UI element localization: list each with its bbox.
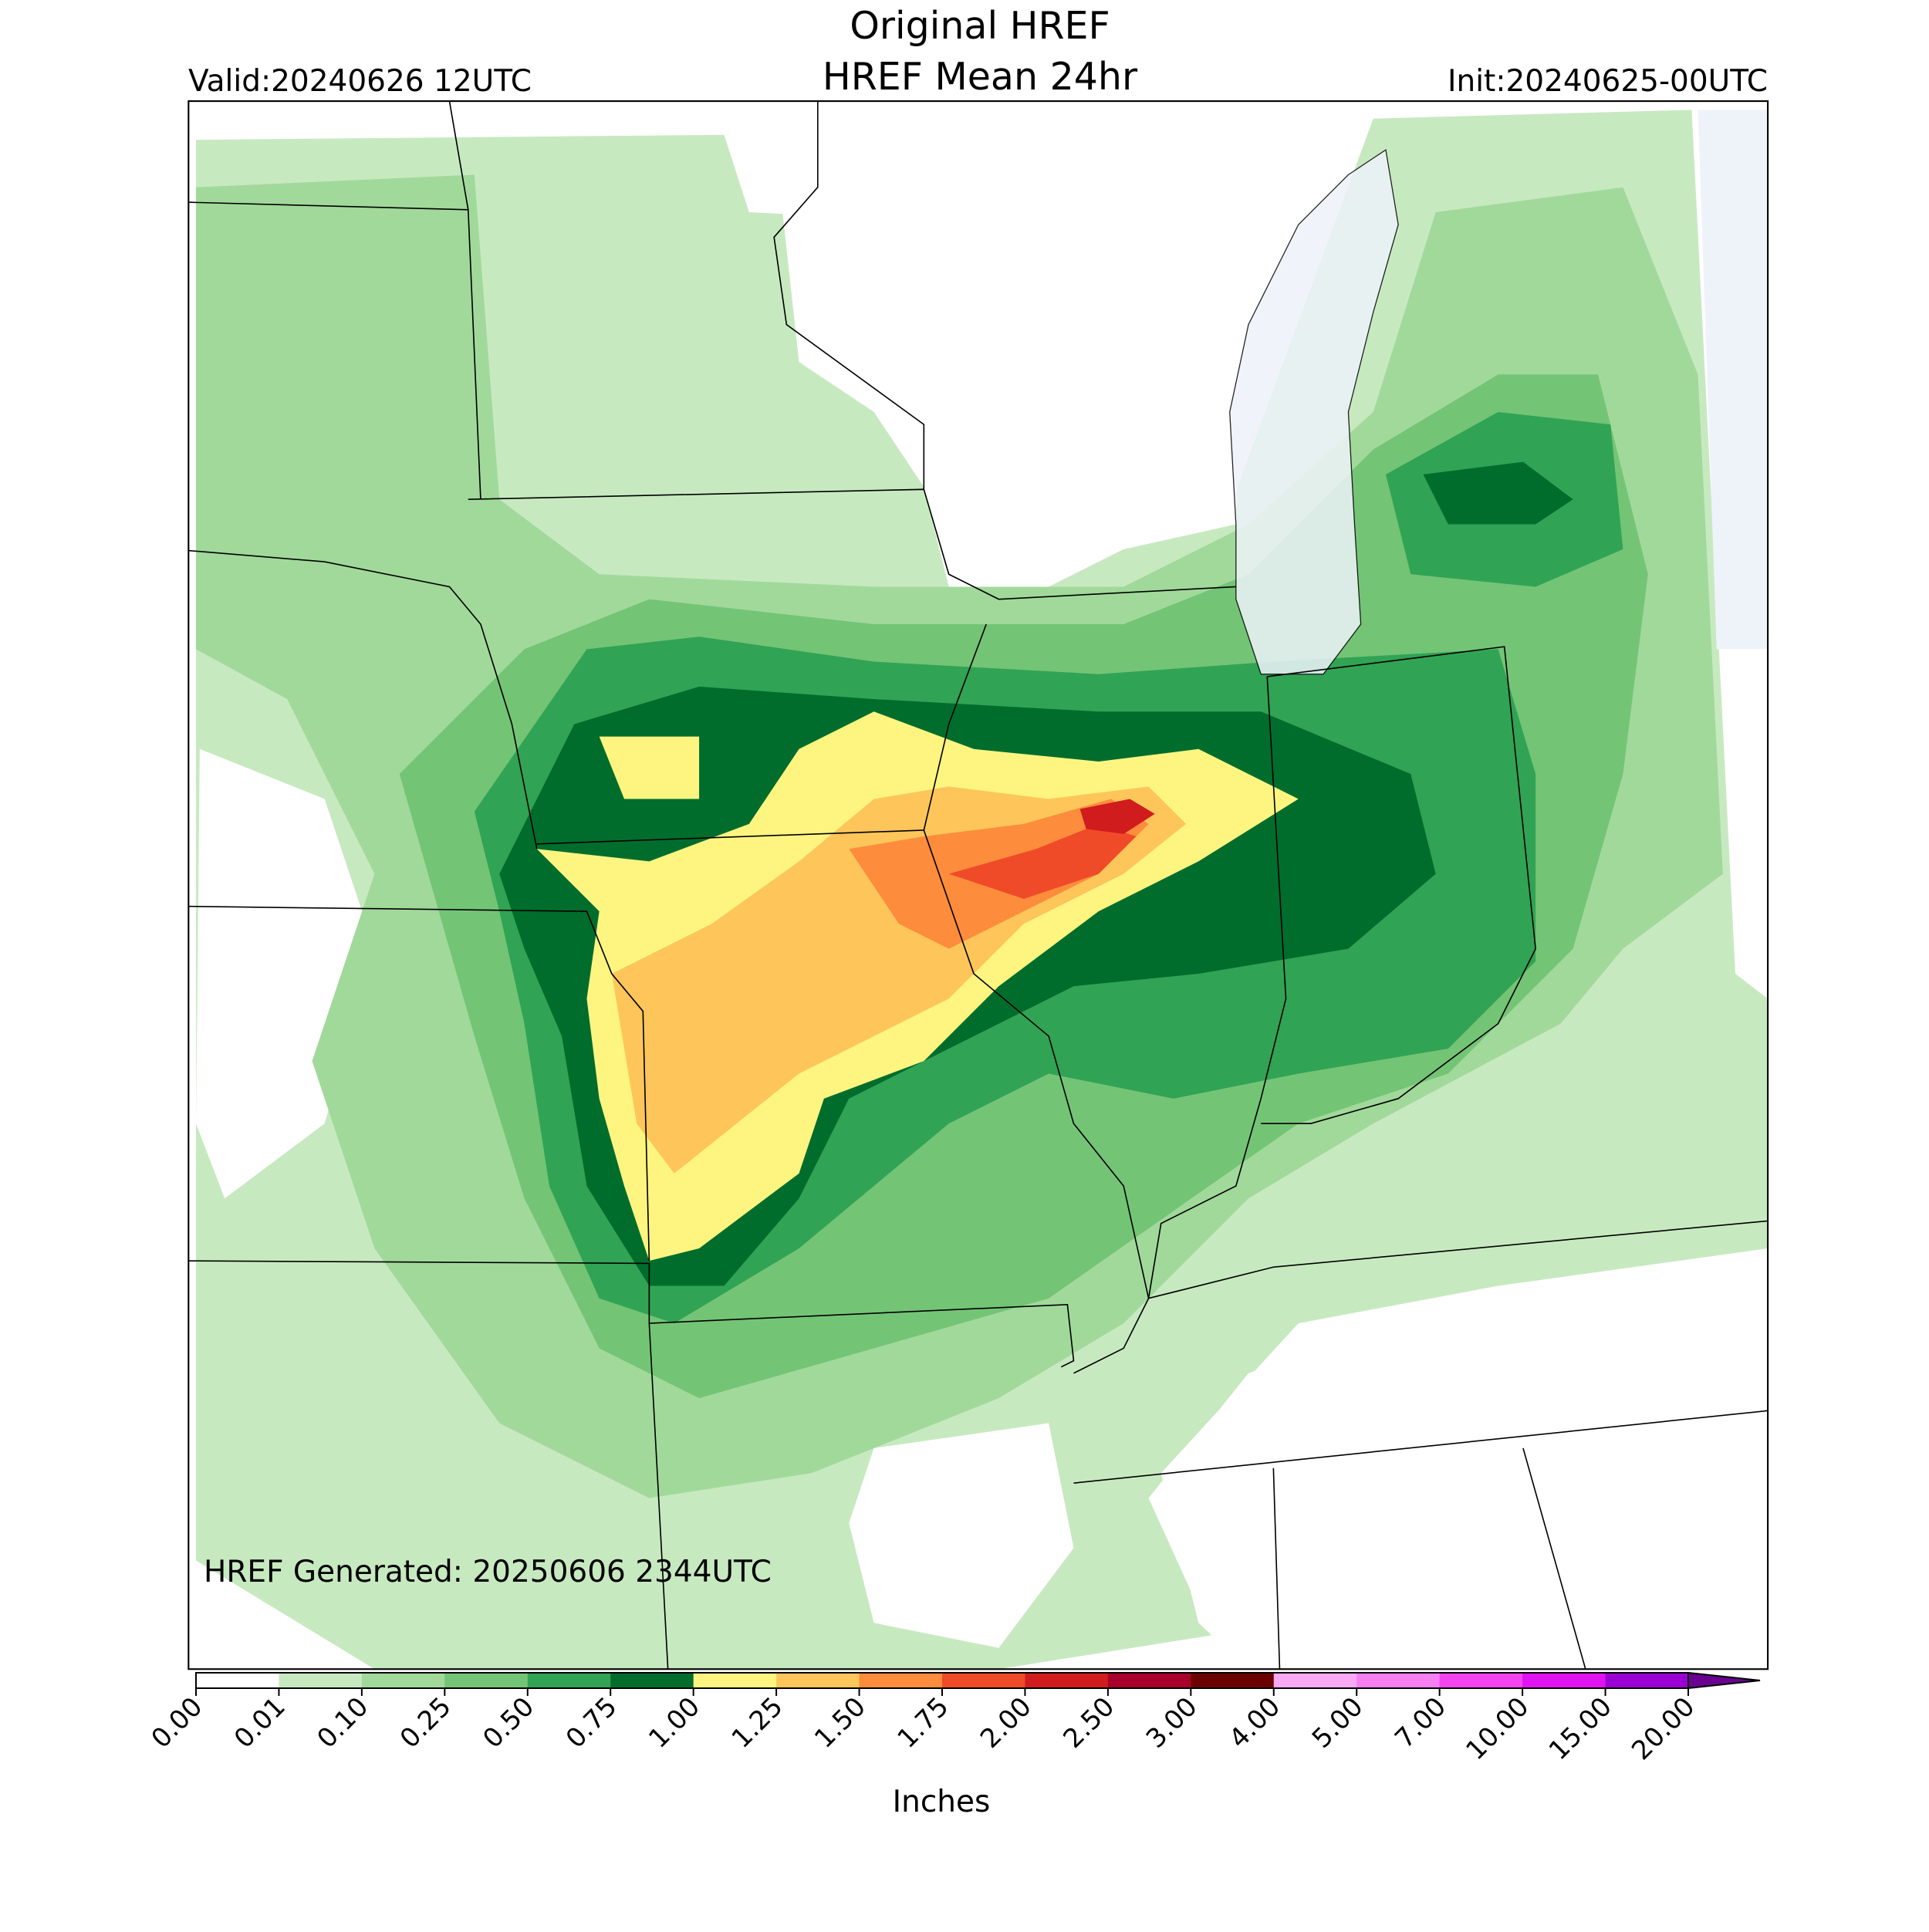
colorbar-bin bbox=[196, 1673, 279, 1688]
colorbar-bin bbox=[1191, 1673, 1275, 1688]
colorbar-tick-label: 15.00 bbox=[1543, 1691, 1618, 1766]
colorbar-tick-label: 0.75 bbox=[560, 1691, 623, 1755]
subtitle: HREF Mean 24hr bbox=[823, 55, 1138, 99]
colorbar-bin bbox=[527, 1673, 611, 1688]
colorbar-tick-label: 1.00 bbox=[643, 1691, 706, 1755]
colorbar-tick-label: 2.00 bbox=[975, 1691, 1038, 1755]
valid-time: Valid:20240626 12UTC bbox=[188, 64, 532, 99]
colorbar-tick-label: 20.00 bbox=[1626, 1691, 1701, 1766]
map-frame bbox=[187, 100, 1769, 1670]
colorbar-tick-label: 1.25 bbox=[726, 1691, 789, 1755]
colorbar-tick-label: 7.00 bbox=[1389, 1691, 1452, 1755]
colorbar-bin bbox=[1522, 1673, 1606, 1688]
colorbar-tick-label: 1.75 bbox=[892, 1691, 955, 1755]
colorbar-bin bbox=[1356, 1673, 1441, 1688]
colorbar: 0.00 0.01 0.10 0.25 0.50 0.75 1.00 1.25 1.50 1.75… bbox=[146, 1671, 1761, 1766]
colorbar-tick-label: 0.25 bbox=[394, 1691, 458, 1755]
colorbar-bin bbox=[1107, 1673, 1191, 1688]
colorbar-tick-label: 0.01 bbox=[228, 1691, 292, 1755]
colorbar-tick-label: 3.00 bbox=[1140, 1691, 1204, 1755]
colorbar-tick-label: 0.00 bbox=[146, 1691, 209, 1755]
colorbar-bin bbox=[444, 1673, 529, 1688]
colorbar-tick-label: 5.00 bbox=[1306, 1691, 1370, 1755]
colorbar-bin bbox=[279, 1673, 363, 1688]
colorbar-bin bbox=[1439, 1673, 1523, 1688]
precip-field bbox=[196, 110, 1769, 1670]
colorbar-bin bbox=[361, 1673, 445, 1688]
title: Original HREF bbox=[850, 4, 1110, 48]
colorbar-tick-label: 2.50 bbox=[1057, 1691, 1120, 1755]
colorbar-bin bbox=[776, 1673, 860, 1688]
colorbar-bin bbox=[610, 1673, 694, 1688]
state-borders bbox=[188, 100, 1769, 1670]
colorbar-tick-label: 0.10 bbox=[311, 1691, 374, 1755]
colorbar-tick-label: 10.00 bbox=[1460, 1691, 1535, 1766]
colorbar-bin bbox=[1605, 1673, 1689, 1688]
colorbar-tick-label: 0.50 bbox=[477, 1691, 540, 1755]
generated-note: HREF Generated: 20250606 2344UTC bbox=[204, 1555, 772, 1589]
colorbar-extend bbox=[1687, 1671, 1761, 1690]
colorbar-bin bbox=[1025, 1673, 1109, 1688]
map bbox=[187, 100, 1769, 1670]
colorbar-tick-label: 4.00 bbox=[1223, 1691, 1286, 1755]
init-time: Init:20240625-00UTC bbox=[1448, 64, 1768, 99]
colorbar-bin bbox=[942, 1673, 1025, 1688]
colorbar-bin bbox=[693, 1673, 777, 1688]
colorbar-tick-label: 1.50 bbox=[809, 1691, 872, 1755]
colorbar-bin bbox=[1273, 1673, 1357, 1688]
colorbar-label: Inches bbox=[893, 1785, 991, 1819]
colorbar-bin bbox=[859, 1673, 943, 1688]
